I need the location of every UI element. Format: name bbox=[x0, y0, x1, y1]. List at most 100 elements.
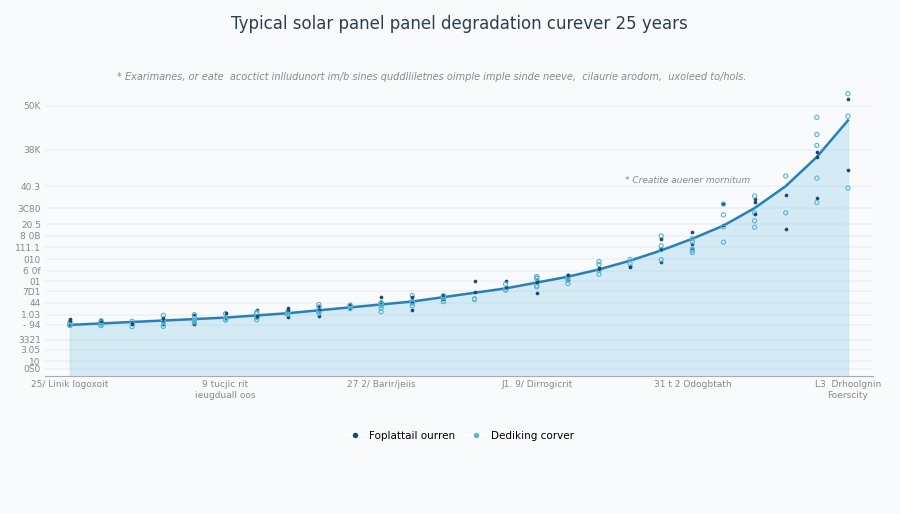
Point bbox=[529, 273, 544, 281]
Point bbox=[63, 321, 77, 329]
Point bbox=[94, 320, 108, 328]
Point bbox=[529, 274, 544, 283]
Point bbox=[63, 321, 77, 329]
Point bbox=[561, 271, 575, 279]
Point bbox=[685, 240, 699, 248]
Point bbox=[810, 198, 824, 207]
Point bbox=[778, 172, 793, 180]
Point bbox=[623, 260, 637, 268]
Point bbox=[374, 298, 388, 306]
Point bbox=[467, 295, 482, 303]
Point bbox=[374, 308, 388, 316]
Point bbox=[716, 200, 731, 208]
Point bbox=[592, 264, 607, 272]
Point bbox=[841, 112, 855, 120]
Point bbox=[841, 89, 855, 98]
Point bbox=[499, 285, 513, 293]
Point bbox=[499, 286, 513, 295]
Point bbox=[810, 131, 824, 139]
Point bbox=[63, 321, 77, 329]
Point bbox=[281, 306, 295, 314]
Point bbox=[841, 167, 855, 175]
Point bbox=[561, 280, 575, 288]
Point bbox=[187, 320, 202, 328]
Point bbox=[187, 314, 202, 322]
Point bbox=[654, 245, 669, 253]
Point bbox=[778, 225, 793, 233]
Point bbox=[623, 263, 637, 271]
Point bbox=[249, 306, 264, 314]
Point bbox=[374, 293, 388, 301]
Point bbox=[685, 237, 699, 246]
Point bbox=[623, 255, 637, 264]
Point bbox=[281, 310, 295, 318]
Point bbox=[499, 280, 513, 288]
Point bbox=[467, 277, 482, 285]
Point bbox=[592, 265, 607, 273]
Point bbox=[810, 148, 824, 156]
Point bbox=[343, 302, 357, 310]
Point bbox=[467, 288, 482, 296]
Point bbox=[685, 248, 699, 256]
Point bbox=[747, 192, 761, 200]
Point bbox=[592, 260, 607, 268]
Point bbox=[436, 292, 451, 300]
Point bbox=[249, 308, 264, 317]
Point bbox=[343, 304, 357, 313]
Point bbox=[281, 314, 295, 322]
Point bbox=[654, 246, 669, 254]
Point bbox=[810, 114, 824, 122]
Point bbox=[778, 209, 793, 217]
Point bbox=[249, 313, 264, 321]
Point bbox=[187, 311, 202, 319]
Point bbox=[187, 318, 202, 326]
Point bbox=[219, 308, 233, 317]
Point bbox=[654, 232, 669, 240]
Point bbox=[529, 278, 544, 286]
Point bbox=[499, 278, 513, 286]
Point bbox=[436, 290, 451, 299]
Point bbox=[311, 306, 326, 314]
Point bbox=[747, 210, 761, 218]
Point bbox=[499, 283, 513, 291]
Point bbox=[747, 209, 761, 217]
Point bbox=[374, 299, 388, 307]
Point bbox=[94, 317, 108, 325]
Point bbox=[436, 297, 451, 305]
Point bbox=[125, 317, 140, 325]
Point bbox=[94, 318, 108, 326]
Point bbox=[187, 310, 202, 319]
Point bbox=[810, 174, 824, 182]
Point bbox=[436, 295, 451, 303]
Point bbox=[187, 316, 202, 324]
Point bbox=[156, 314, 170, 322]
Point bbox=[405, 291, 419, 300]
Point bbox=[654, 242, 669, 250]
Point bbox=[281, 304, 295, 313]
Point bbox=[311, 302, 326, 310]
Point bbox=[716, 200, 731, 208]
Point bbox=[94, 317, 108, 325]
Point bbox=[63, 321, 77, 329]
Point bbox=[436, 291, 451, 300]
Point bbox=[374, 301, 388, 309]
Point bbox=[94, 316, 108, 324]
Point bbox=[561, 276, 575, 284]
Title: Typical solar panel panel degradation curever 25 years: Typical solar panel panel degradation cu… bbox=[230, 15, 688, 33]
Point bbox=[156, 317, 170, 325]
Point bbox=[654, 259, 669, 267]
Point bbox=[311, 309, 326, 317]
Point bbox=[343, 302, 357, 310]
Point bbox=[716, 221, 731, 229]
Point bbox=[529, 282, 544, 290]
Point bbox=[343, 304, 357, 312]
Point bbox=[156, 318, 170, 326]
Point bbox=[281, 310, 295, 318]
Point bbox=[436, 298, 451, 306]
Point bbox=[249, 316, 264, 324]
Point bbox=[63, 321, 77, 329]
Point bbox=[219, 309, 233, 318]
Point bbox=[685, 245, 699, 253]
Point bbox=[374, 304, 388, 313]
Point bbox=[94, 317, 108, 325]
